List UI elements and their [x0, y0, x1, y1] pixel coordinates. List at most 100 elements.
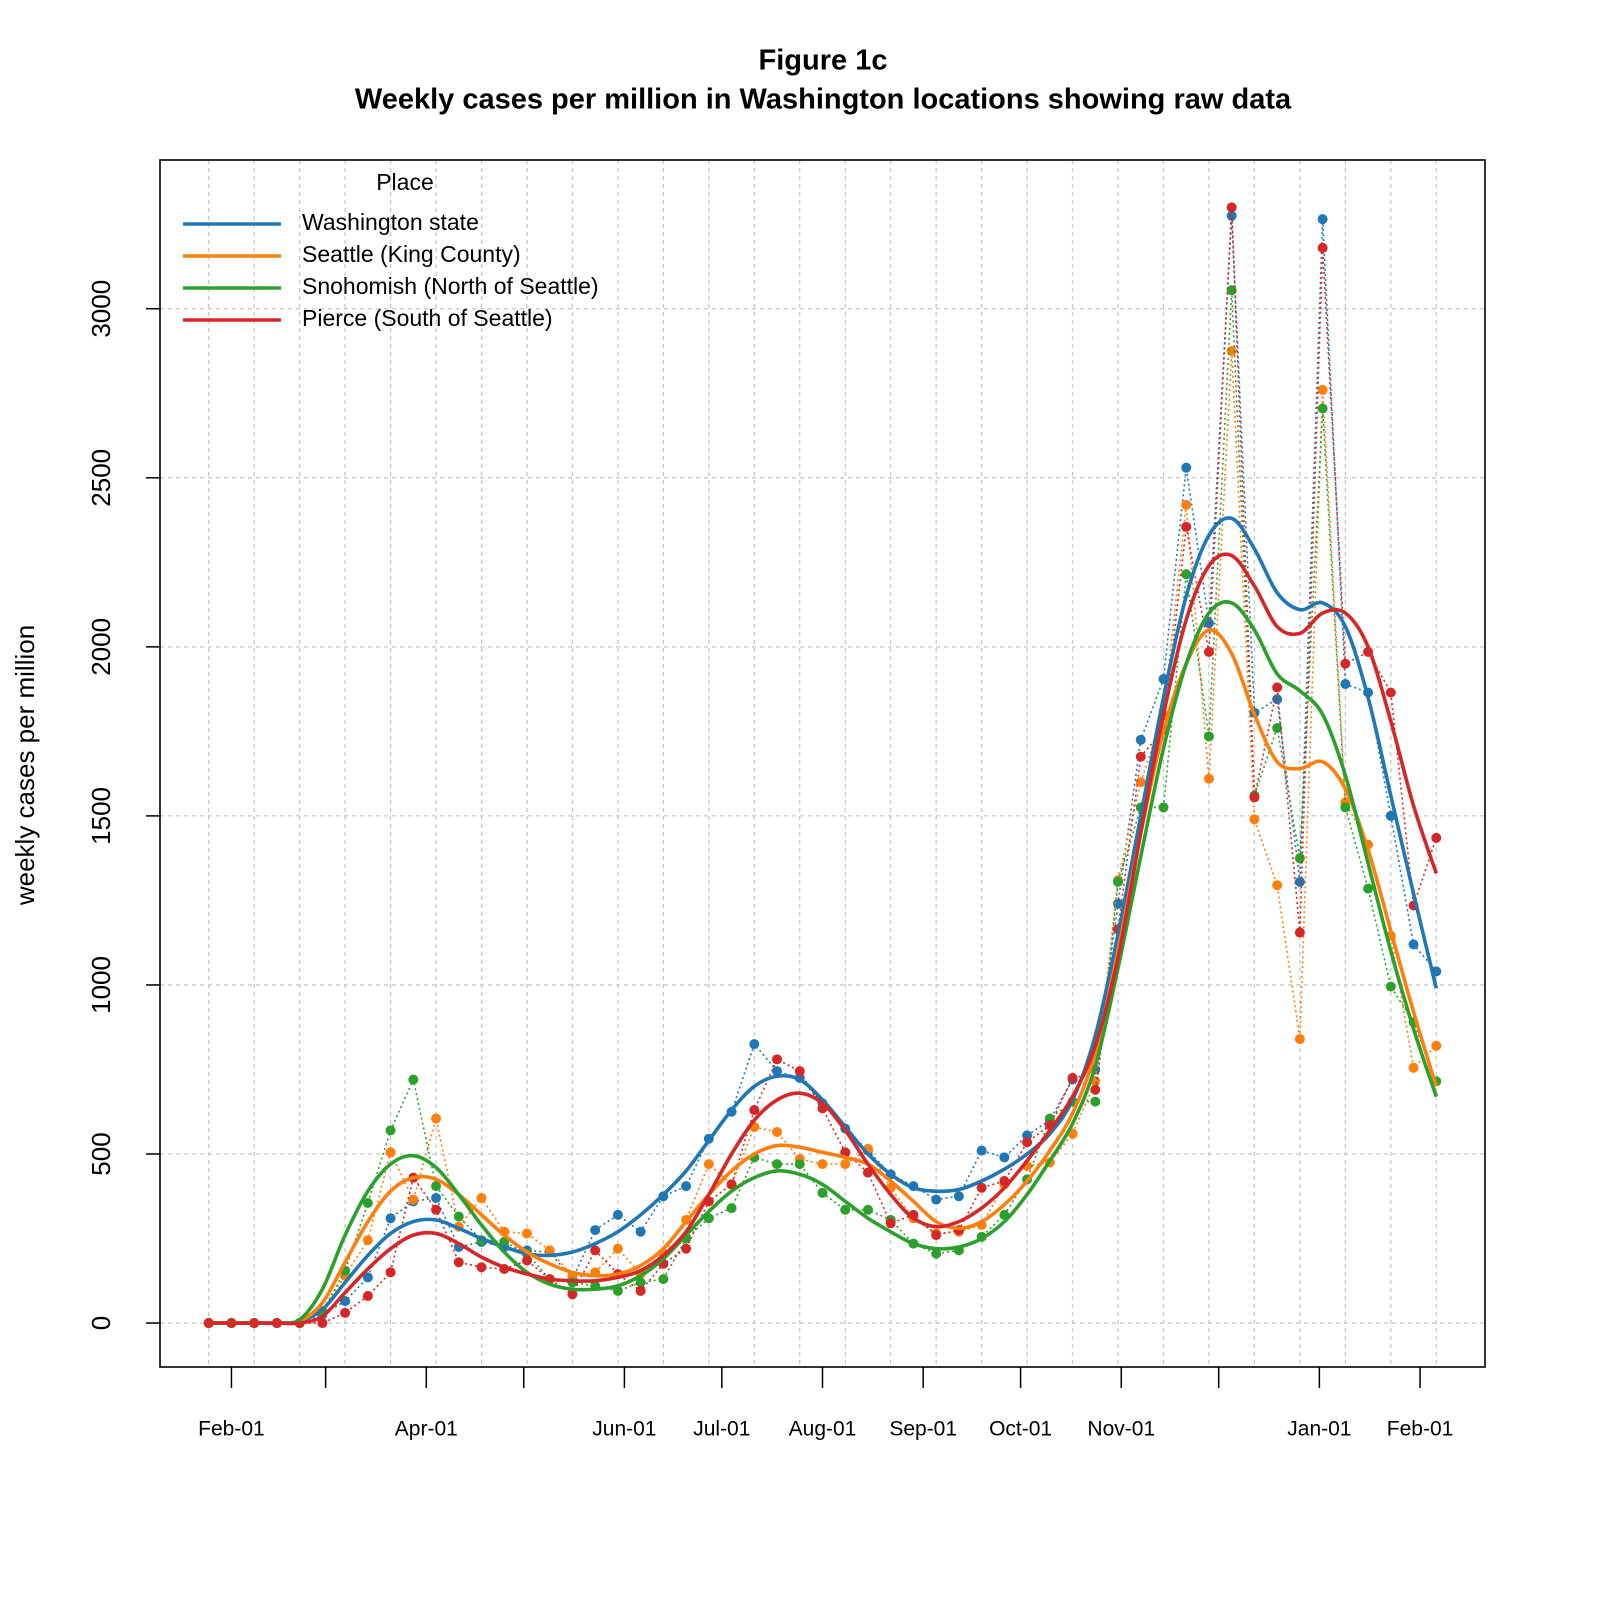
data-point: [1022, 1137, 1033, 1148]
data-point: [1203, 731, 1214, 742]
axes: 0 500 1000 1500 2000 2500 3000 Feb-01 Apr-01 Jun-…: [86, 280, 1453, 1441]
data-point: [840, 1204, 851, 1215]
data-point: [385, 1267, 396, 1278]
data-point: [1135, 777, 1146, 788]
data-point: [453, 1211, 464, 1222]
data-point: [840, 1159, 851, 1170]
x-tick-label: Nov-01: [1087, 1418, 1155, 1441]
data-point: [1340, 679, 1351, 690]
data-point: [1181, 569, 1192, 580]
y-tick-label: 0: [86, 1316, 116, 1330]
data-point: [1294, 1034, 1305, 1045]
data-point: [1408, 939, 1419, 950]
data-point: [976, 1182, 987, 1193]
data-point: [1385, 981, 1396, 992]
data-point: [521, 1228, 532, 1239]
data-point: [1294, 876, 1305, 887]
data-point: [476, 1192, 487, 1203]
data-point: [1181, 499, 1192, 510]
x-tick-label: Oct-01: [989, 1418, 1052, 1441]
x-tick-label: Feb-01: [1387, 1418, 1454, 1441]
y-tick-label: 500: [86, 1132, 116, 1175]
data-point: [567, 1289, 578, 1300]
legend-title: Place: [376, 169, 434, 195]
data-point: [931, 1194, 942, 1205]
data-point: [1203, 618, 1214, 629]
data-point: [953, 1191, 964, 1202]
data-point: [1135, 751, 1146, 762]
data-point: [431, 1204, 442, 1215]
x-tick-label: Sep-01: [889, 1418, 957, 1441]
data-point: [1203, 773, 1214, 784]
data-point: [362, 1291, 373, 1301]
data-point: [681, 1181, 692, 1192]
data-point: [635, 1277, 646, 1288]
smooth-line: [208, 552, 1438, 1326]
data-point: [1294, 853, 1305, 864]
data-point: [1067, 1072, 1078, 1083]
y-tick-label: 2500: [86, 449, 116, 507]
data-point: [317, 1318, 328, 1329]
data-point: [840, 1147, 851, 1158]
data-point: [772, 1159, 783, 1170]
data-point: [612, 1285, 623, 1296]
data-point: [931, 1230, 942, 1241]
data-point: [794, 1159, 805, 1170]
smooth-line: [208, 516, 1439, 1325]
data-point: [1181, 521, 1192, 532]
x-tick-label: Apr-01: [395, 1418, 458, 1441]
legend-label: Seattle (King County): [302, 241, 521, 267]
x-tick-label: Jun-01: [592, 1418, 656, 1441]
x-tick-label: Jan-01: [1287, 1418, 1351, 1441]
data-point: [1226, 285, 1237, 296]
data-point: [385, 1147, 396, 1158]
data-point: [635, 1285, 646, 1296]
y-axis-label: weekly cases per million: [10, 625, 40, 906]
x-tick-label: Jul-01: [693, 1418, 750, 1441]
data-point: [749, 1039, 760, 1050]
data-point: [772, 1066, 783, 1077]
data-point: [1249, 814, 1260, 825]
y-tick-label: 1000: [86, 956, 116, 1014]
data-point: [658, 1274, 669, 1285]
data-point: [726, 1179, 737, 1190]
data-point: [726, 1203, 737, 1214]
data-point: [1431, 832, 1442, 843]
y-tick-label: 3000: [86, 280, 116, 338]
data-point: [590, 1245, 601, 1256]
data-point: [340, 1307, 351, 1318]
data-point: [1113, 876, 1124, 887]
data-point: [703, 1159, 714, 1170]
data-point: [1272, 880, 1283, 891]
data-point: [1203, 646, 1214, 657]
data-point: [431, 1113, 442, 1124]
data-point: [931, 1248, 942, 1259]
data-point: [976, 1145, 987, 1156]
data-point: [431, 1181, 442, 1192]
data-point: [362, 1272, 373, 1283]
data-point: [544, 1245, 555, 1256]
data-point: [1317, 384, 1328, 395]
smooth-line: [208, 628, 1439, 1326]
data-point: [1158, 802, 1169, 813]
y-tick-label: 1500: [86, 787, 116, 845]
legend-label: Snohomish (North of Seattle): [302, 273, 599, 299]
data-point: [1249, 792, 1260, 803]
data-point: [999, 1152, 1010, 1163]
data-point: [612, 1209, 623, 1220]
data-point: [1340, 802, 1351, 813]
data-point: [1090, 1084, 1101, 1095]
data-point: [408, 1074, 419, 1085]
data-point: [772, 1054, 783, 1065]
data-point: [1317, 242, 1328, 253]
data-point: [1294, 927, 1305, 938]
y-tick-label: 2000: [86, 618, 116, 676]
x-tick-label: Feb-01: [198, 1418, 265, 1441]
data-point: [1317, 403, 1328, 414]
data-point: [817, 1159, 828, 1170]
data-point: [1272, 694, 1283, 705]
data-point: [1340, 658, 1351, 669]
data-point: [749, 1105, 760, 1116]
data-point: [521, 1255, 532, 1266]
data-point: [1363, 883, 1374, 894]
